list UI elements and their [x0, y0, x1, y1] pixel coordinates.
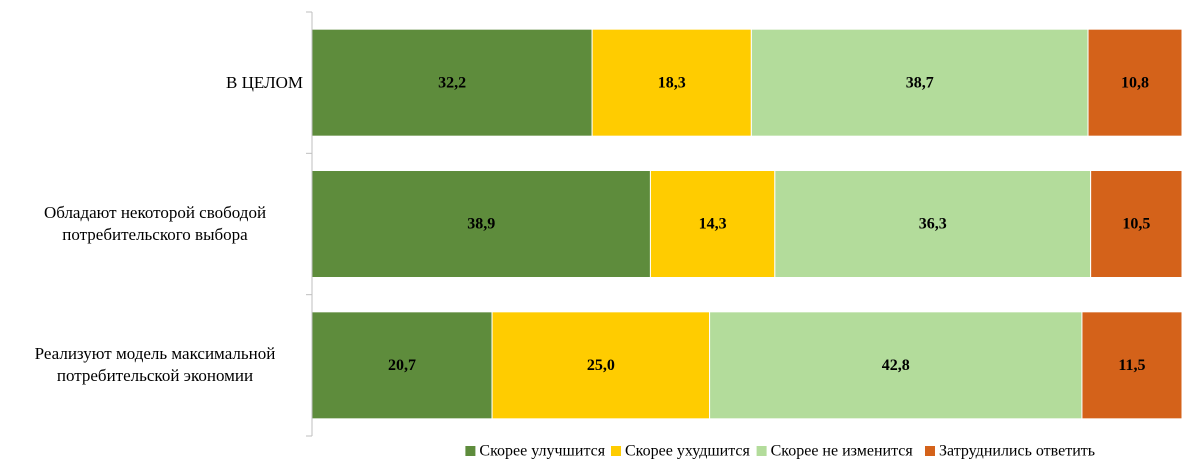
- bar-segment: [774, 170, 1092, 278]
- bar-segment: [311, 311, 493, 420]
- data-label: 20,7: [388, 357, 416, 374]
- data-label: 10,5: [1122, 216, 1150, 233]
- legend-label: Скорее не изменится: [771, 443, 914, 460]
- data-label: 42,8: [882, 357, 910, 374]
- data-label: 14,3: [699, 216, 727, 233]
- legend-swatch: [756, 446, 767, 456]
- category-label-box: В ЦЕЛОМ: [0, 53, 303, 113]
- data-label: 18,3: [658, 74, 686, 91]
- category-label: Реализуют модель максимальной потребител…: [34, 344, 276, 386]
- category-label: В ЦЕЛОМ: [226, 72, 303, 92]
- bar-segment: [1081, 311, 1183, 420]
- legend-swatch: [611, 446, 621, 456]
- data-label: 25,0: [587, 357, 615, 374]
- data-label: 10,8: [1121, 74, 1149, 91]
- data-label: 38,9: [467, 216, 495, 233]
- bar-segment: [709, 311, 1083, 420]
- data-label: 38,7: [906, 74, 934, 91]
- bar-segment: [311, 170, 651, 278]
- category-label-box: Реализуют модель максимальной потребител…: [0, 335, 303, 395]
- data-label: 32,2: [438, 74, 466, 91]
- legend-swatch: [925, 446, 935, 456]
- category-label-box: Обладают некоторой свободой потребительс…: [0, 194, 303, 254]
- category-label: Обладают некоторой свободой потребительс…: [43, 203, 267, 244]
- legend-label: Затруднились ответить: [939, 443, 1095, 460]
- bar-segment: [1090, 170, 1183, 278]
- legend-swatch: [465, 446, 476, 456]
- bar-segment: [750, 28, 1089, 137]
- legend-label: Скорее ухудшится: [625, 443, 751, 460]
- bar-segment: [1087, 28, 1183, 137]
- data-label: 11,5: [1118, 357, 1145, 374]
- bar-segment: [591, 28, 752, 137]
- legend-label: Скорее улучшится: [479, 443, 605, 460]
- data-label: 36,3: [919, 216, 947, 233]
- bar-segment: [311, 28, 593, 137]
- bar-segment: [649, 170, 776, 278]
- bar-segment: [491, 311, 711, 420]
